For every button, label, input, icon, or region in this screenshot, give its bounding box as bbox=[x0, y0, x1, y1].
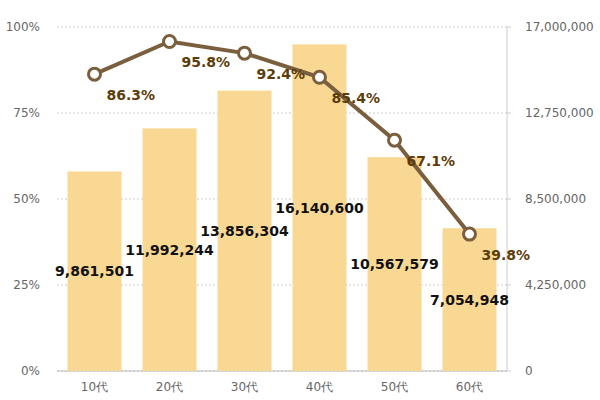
grid-line bbox=[57, 371, 507, 372]
line-label: 95.8% bbox=[182, 54, 231, 70]
line-marker bbox=[389, 134, 401, 146]
chart-svg: 0% 25% 50% 75% 100% 0 4,250,000 8,500,000 12,750… bbox=[0, 0, 600, 400]
y2-tick bbox=[507, 27, 511, 28]
y2-tick-label: 12,750,000 bbox=[525, 106, 594, 120]
bar-label: 16,140,600 bbox=[275, 200, 364, 216]
y2-tick bbox=[507, 199, 511, 200]
data-labels: 9,861,501 11,992,244 13,856,304 16,140,600 1… bbox=[55, 54, 530, 307]
y2-tick-label: 0 bbox=[525, 364, 533, 378]
bar-label: 10,567,579 bbox=[350, 256, 439, 272]
x-tick-label: 50代 bbox=[381, 380, 408, 394]
line-label: 92.4% bbox=[257, 66, 306, 82]
y2-tick-label: 8,500,000 bbox=[525, 192, 586, 206]
bar-label: 9,861,501 bbox=[55, 263, 134, 279]
bar-label: 7,054,948 bbox=[430, 292, 509, 308]
line bbox=[95, 41, 470, 234]
y2-tick-label: 4,250,000 bbox=[525, 278, 586, 292]
line-marker bbox=[314, 71, 326, 83]
y-tick-label: 75% bbox=[13, 106, 40, 120]
line-label: 67.1% bbox=[407, 153, 456, 169]
line-marker bbox=[464, 228, 476, 240]
x-tick-label: 10代 bbox=[81, 380, 108, 394]
bar-label: 11,992,244 bbox=[125, 242, 214, 258]
grid-line bbox=[57, 113, 507, 114]
line-marker bbox=[89, 68, 101, 80]
y2-tick-label: 17,000,000 bbox=[525, 20, 594, 34]
x-tick-label: 60代 bbox=[456, 380, 483, 394]
y2-tick bbox=[507, 371, 511, 372]
grid-line bbox=[57, 285, 507, 286]
line-label: 86.3% bbox=[107, 87, 156, 103]
y-tick-label: 100% bbox=[6, 20, 40, 34]
bar-label: 13,856,304 bbox=[200, 223, 289, 239]
y-tick-label: 25% bbox=[13, 278, 40, 292]
line-marker bbox=[239, 47, 251, 59]
x-axis-line bbox=[57, 371, 507, 372]
grid-line bbox=[57, 27, 507, 28]
line-marker bbox=[164, 35, 176, 47]
y-tick-label: 50% bbox=[13, 192, 40, 206]
x-tick-label: 40代 bbox=[306, 380, 333, 394]
line-label: 39.8% bbox=[482, 247, 531, 263]
y2-tick bbox=[507, 113, 511, 114]
y-tick-label: 0% bbox=[21, 364, 40, 378]
line-label: 85.4% bbox=[332, 90, 381, 106]
x-tick-label: 30代 bbox=[231, 380, 258, 394]
plot-marks bbox=[68, 35, 497, 371]
x-tick-label: 20代 bbox=[156, 380, 183, 394]
y2-tick bbox=[507, 285, 511, 286]
y2-axis-line bbox=[507, 27, 508, 371]
chart-container: 0% 25% 50% 75% 100% 0 4,250,000 8,500,000 12,750… bbox=[0, 0, 600, 400]
